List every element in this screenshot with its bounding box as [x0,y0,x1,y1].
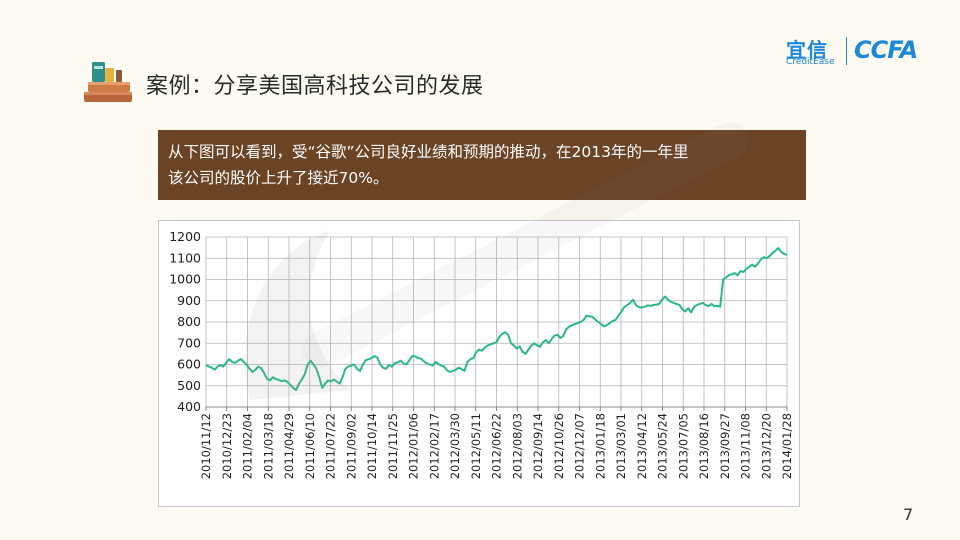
logo-divider [846,37,847,65]
x-tick-label: 2013/01/18 [593,413,607,479]
x-tick-label: 2011/02/04 [241,413,255,479]
company-logo: 宜信 CreditEase CCFA [786,34,936,70]
x-tick-label: 2013/03/01 [614,413,628,479]
x-tick-label: 2012/03/30 [448,413,462,479]
y-tick-label: 600 [177,357,201,372]
x-tick-label: 2010/11/12 [199,413,213,479]
x-tick-label: 2011/04/29 [282,413,296,479]
y-tick-label: 800 [177,314,201,329]
x-tick-label: 2013/04/12 [635,413,649,479]
x-tick-label: 2013/05/24 [656,413,670,479]
books-icon [82,58,134,104]
logo-name-cn: 宜信 [786,38,828,62]
line-chart-svg: 400 500 600 700 800 900 1000 1100 1200 2010/11/12… [169,229,794,479]
page-title: 案例：分享美国高科技公司的发展 [146,74,484,99]
x-tick-label: 2011/10/14 [365,413,379,479]
x-tick-label: 2014/01/28 [780,413,794,479]
x-tick-label: 2012/06/22 [490,413,504,479]
callout-line-2: 该公司的股价上升了接近70%。 [168,169,389,187]
logo-name-en: CreditEase [786,57,835,67]
y-tick-label: 1200 [169,229,201,244]
page-number: 7 [903,505,914,524]
x-tick-label: 2011/07/22 [324,413,338,479]
y-tick-label: 400 [177,399,201,414]
x-tick-label: 2013/07/05 [676,413,690,479]
x-tick-label: 2010/12/23 [220,413,234,479]
y-tick-label: 1100 [169,250,201,265]
x-tick-label: 2012/05/11 [469,413,483,479]
y-tick-label: 700 [177,335,201,350]
callout-line-1: 从下图可以看到，受“谷歌”公司良好业绩和预期的推动，在2013年的一年里 [168,143,689,161]
x-tick-label: 2013/11/08 [739,413,753,479]
y-tick-label: 500 [177,378,201,393]
x-tick-label: 2012/08/03 [510,413,524,479]
x-tick-label: 2012/09/14 [531,413,545,479]
y-tick-label: 1000 [169,272,201,287]
x-tick-label: 2012/10/26 [552,413,566,479]
x-tick-label: 2013/09/27 [718,413,732,479]
callout-box: 从下图可以看到，受“谷歌”公司良好业绩和预期的推动，在2013年的一年里 该公司… [158,130,806,200]
x-tick-label: 2013/08/16 [697,413,711,479]
stock-price-chart: 400 500 600 700 800 900 1000 1100 1200 2010/11/12… [158,220,800,507]
x-tick-label: 2011/11/25 [386,413,400,479]
y-tick-label: 900 [177,293,201,308]
x-tick-label: 2012/01/06 [407,413,421,479]
x-tick-label: 2011/09/02 [344,413,358,479]
logo-ccfa: CCFA [854,36,918,64]
x-tick-label: 2013/12/20 [759,413,773,479]
x-tick-label: 2011/06/10 [303,413,317,479]
x-tick-label: 2012/12/07 [573,413,587,479]
x-tick-label: 2012/02/17 [427,413,441,479]
x-tick-label: 2011/03/18 [261,413,275,479]
price-series-line [205,247,788,391]
